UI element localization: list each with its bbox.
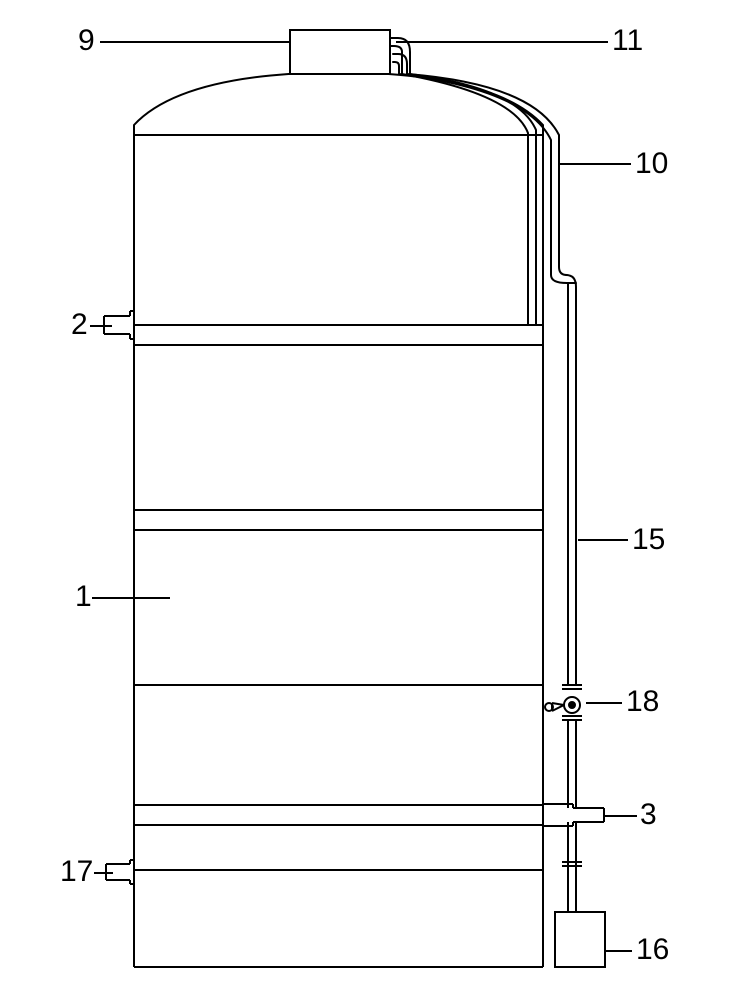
leader-18 — [586, 702, 622, 704]
leader-9 — [100, 41, 290, 43]
leader-10 — [560, 163, 631, 165]
leader-17 — [94, 872, 113, 874]
leader-3 — [604, 815, 637, 817]
leader-1 — [92, 597, 170, 599]
callout-18: 18 — [626, 685, 659, 719]
callout-10: 10 — [635, 147, 668, 181]
leader-15 — [578, 539, 628, 541]
leader-16 — [605, 950, 632, 952]
callout-2: 2 — [71, 308, 88, 342]
callout-9: 9 — [78, 24, 95, 58]
callout-1: 1 — [75, 580, 92, 614]
callout-11: 11 — [612, 24, 643, 58]
leader-2 — [90, 325, 112, 327]
callout-16: 16 — [636, 933, 669, 967]
leader-11 — [396, 41, 608, 43]
callout-3: 3 — [640, 798, 657, 832]
callout-17: 17 — [60, 855, 93, 889]
callout-15: 15 — [632, 523, 665, 557]
